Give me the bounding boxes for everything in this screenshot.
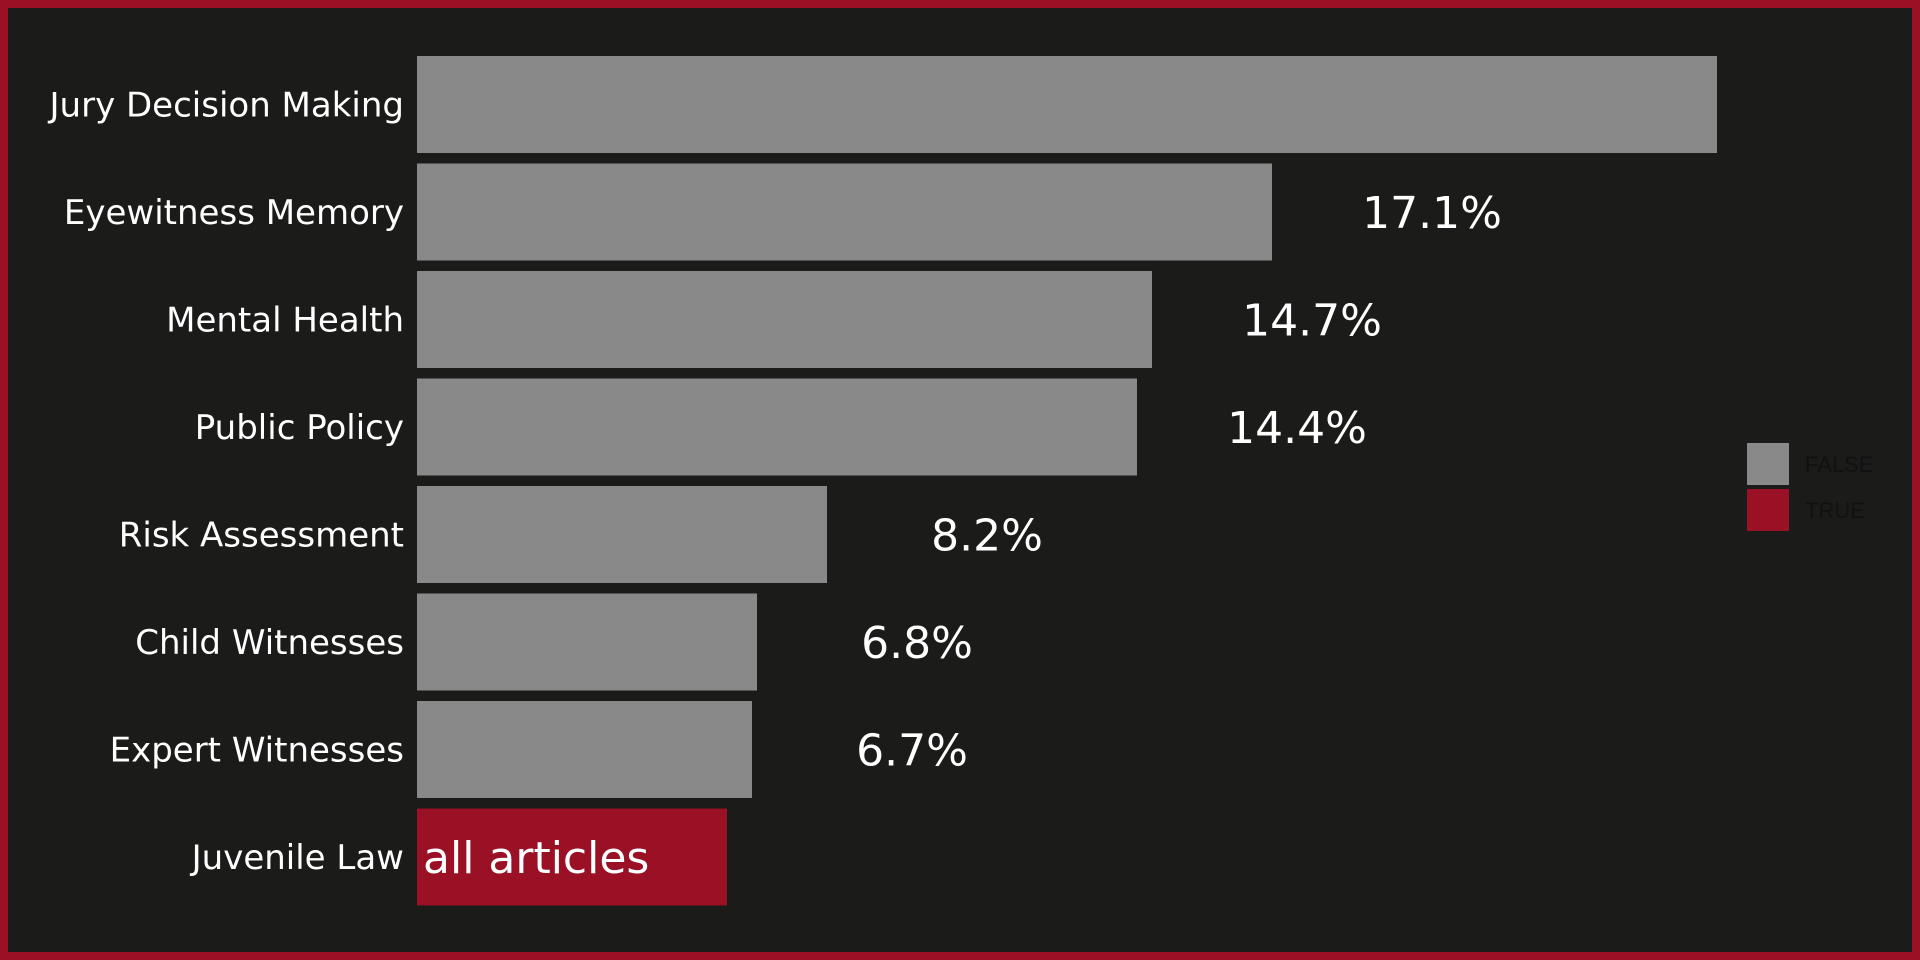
data-label-risk-assessment: 8.2% bbox=[931, 511, 1043, 562]
bar-child-witnesses bbox=[417, 593, 757, 691]
category-label-public-policy: Public Policy bbox=[195, 408, 404, 448]
category-label-child-witnesses: Child Witnesses bbox=[135, 623, 404, 663]
category-label-eyewitness-memory: Eyewitness Memory bbox=[64, 193, 404, 233]
data-label-mental-health: 14.7% bbox=[1242, 296, 1382, 347]
bar-expert-witnesses bbox=[417, 701, 752, 798]
category-label-mental-health: Mental Health bbox=[166, 301, 404, 341]
data-label-juvenile-law: all articles bbox=[423, 833, 649, 884]
category-label-risk-assessment: Risk Assessment bbox=[119, 516, 404, 556]
category-label-expert-witnesses: Expert Witnesses bbox=[110, 731, 404, 771]
data-label-eyewitness-memory: 17.1% bbox=[1362, 188, 1502, 239]
data-label-child-witnesses: 6.8% bbox=[861, 618, 973, 669]
legend-label-false: FALSE bbox=[1805, 452, 1873, 477]
legend-label-true: TRUE bbox=[1805, 498, 1865, 523]
bar-juvenile-law bbox=[417, 808, 727, 906]
legend-swatch-true bbox=[1747, 489, 1789, 531]
bar-public-policy bbox=[417, 378, 1137, 476]
bar-mental-health bbox=[417, 271, 1152, 368]
legend-swatch-false bbox=[1747, 443, 1789, 485]
bar-jury-decision-making bbox=[417, 56, 1717, 153]
data-label-public-policy: 14.4% bbox=[1227, 403, 1367, 454]
bar-risk-assessment bbox=[417, 486, 827, 583]
category-label-jury-decision-making: Jury Decision Making bbox=[48, 86, 404, 126]
data-label-expert-witnesses: 6.7% bbox=[856, 726, 968, 777]
bar-eyewitness-memory bbox=[417, 163, 1272, 261]
category-label-juvenile-law: Juvenile Law bbox=[190, 838, 404, 878]
